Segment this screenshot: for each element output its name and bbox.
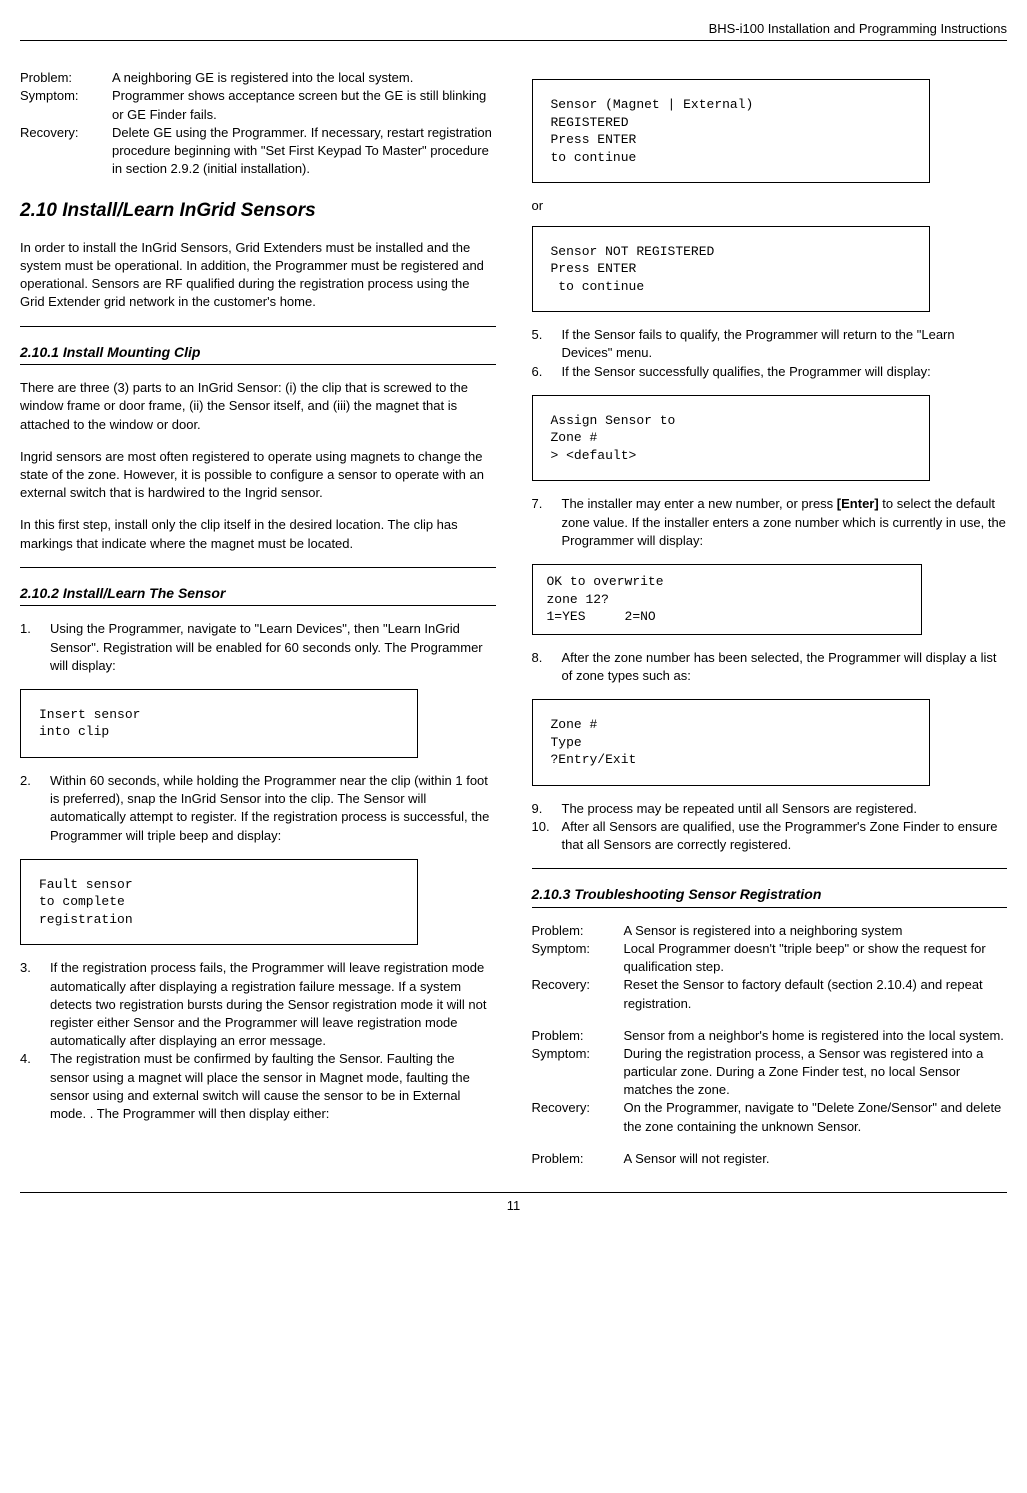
recovery-value: On the Programmer, navigate to "Delete Z… xyxy=(624,1099,1008,1135)
page-header: BHS-i100 Installation and Programming In… xyxy=(20,20,1007,41)
symptom-label: Symptom: xyxy=(532,1045,624,1100)
step-text: After the zone number has been selected,… xyxy=(562,649,1008,685)
step-2: 2. Within 60 seconds, while holding the … xyxy=(20,772,496,845)
step-num: 6. xyxy=(532,363,562,381)
step-text: The process may be repeated until all Se… xyxy=(562,800,1008,818)
troubleshoot-block: Problem: A Sensor is registered into a n… xyxy=(532,922,1008,1013)
step-num: 2. xyxy=(20,772,50,845)
step7-enter: [Enter] xyxy=(837,496,879,511)
or-text: or xyxy=(532,197,1008,215)
step-10: 10. After all Sensors are qualified, use… xyxy=(532,818,1008,854)
step-1: 1. Using the Programmer, navigate to "Le… xyxy=(20,620,496,675)
heading-2-10-2: 2.10.2 Install/Learn The Sensor xyxy=(20,580,496,607)
step-text: If the registration process fails, the P… xyxy=(50,959,496,1050)
step-3: 3. If the registration process fails, th… xyxy=(20,959,496,1050)
problem-value: A Sensor is registered into a neighborin… xyxy=(624,922,1008,940)
code-overwrite: OK to overwrite zone 12? 1=YES 2=NO xyxy=(532,564,922,635)
symptom-label: Symptom: xyxy=(532,940,624,976)
page-number: 11 xyxy=(507,1198,521,1213)
troubleshoot-block: Problem: Sensor from a neighbor's home i… xyxy=(532,1027,1008,1136)
code-assign: Assign Sensor to Zone # > <default> xyxy=(532,395,930,482)
step-num: 5. xyxy=(532,326,562,362)
section-2-10-intro: In order to install the InGrid Sensors, … xyxy=(20,239,496,312)
step-text: The registration must be confirmed by fa… xyxy=(50,1050,496,1123)
step-num: 3. xyxy=(20,959,50,1050)
recovery-value: Reset the Sensor to factory default (sec… xyxy=(624,976,1008,1012)
code-insert-sensor: Insert sensor into clip xyxy=(20,689,418,758)
step-num: 7. xyxy=(532,495,562,550)
troubleshoot-block: Problem: A Sensor will not register. xyxy=(532,1150,1008,1168)
symptom-value: Programmer shows acceptance screen but t… xyxy=(112,87,496,123)
step-text: Within 60 seconds, while holding the Pro… xyxy=(50,772,496,845)
step-text: If the Sensor fails to qualify, the Prog… xyxy=(562,326,1008,362)
step-num: 4. xyxy=(20,1050,50,1123)
step-num: 10. xyxy=(532,818,562,854)
step-text: Using the Programmer, navigate to "Learn… xyxy=(50,620,496,675)
problem-label: Problem: xyxy=(20,69,112,87)
step-5: 5. If the Sensor fails to qualify, the P… xyxy=(532,326,1008,362)
problem-label: Problem: xyxy=(532,1027,624,1045)
right-column: Sensor (Magnet | External) REGISTERED Pr… xyxy=(532,69,1008,1168)
step-text: The installer may enter a new number, or… xyxy=(562,495,1008,550)
step-text: If the Sensor successfully qualifies, th… xyxy=(562,363,1008,381)
troubleshoot-block: Problem: A neighboring GE is registered … xyxy=(20,69,496,178)
step7-a: The installer may enter a new number, or… xyxy=(562,496,837,511)
page-footer: 11 xyxy=(20,1192,1007,1215)
symptom-label: Symptom: xyxy=(20,87,112,123)
problem-value: A neighboring GE is registered into the … xyxy=(112,69,496,87)
step-4: 4. The registration must be confirmed by… xyxy=(20,1050,496,1123)
step-num: 1. xyxy=(20,620,50,675)
heading-2-10-3: 2.10.3 Troubleshooting Sensor Registrati… xyxy=(532,881,1008,908)
problem-label: Problem: xyxy=(532,922,624,940)
step-6: 6. If the Sensor successfully qualifies,… xyxy=(532,363,1008,381)
heading-2-10-1: 2.10.1 Install Mounting Clip xyxy=(20,339,496,366)
code-not-registered: Sensor NOT REGISTERED Press ENTER to con… xyxy=(532,226,930,313)
problem-value: A Sensor will not register. xyxy=(624,1150,1008,1168)
recovery-label: Recovery: xyxy=(532,976,624,1012)
recovery-value: Delete GE using the Programmer. If neces… xyxy=(112,124,496,179)
problem-value: Sensor from a neighbor's home is registe… xyxy=(624,1027,1008,1045)
step-num: 8. xyxy=(532,649,562,685)
heading-2-10: 2.10 Install/Learn InGrid Sensors xyxy=(20,198,496,225)
step-7: 7. The installer may enter a new number,… xyxy=(532,495,1008,550)
left-column: Problem: A neighboring GE is registered … xyxy=(20,69,496,1168)
symptom-value: During the registration process, a Senso… xyxy=(624,1045,1008,1100)
recovery-label: Recovery: xyxy=(20,124,112,179)
step-num: 9. xyxy=(532,800,562,818)
header-title: BHS-i100 Installation and Programming In… xyxy=(709,21,1007,36)
problem-label: Problem: xyxy=(532,1150,624,1168)
recovery-label: Recovery: xyxy=(532,1099,624,1135)
code-fault-sensor: Fault sensor to complete registration xyxy=(20,859,418,946)
step-text: After all Sensors are qualified, use the… xyxy=(562,818,1008,854)
step-9: 9. The process may be repeated until all… xyxy=(532,800,1008,818)
code-registered: Sensor (Magnet | External) REGISTERED Pr… xyxy=(532,79,930,183)
p-2-10-1-c: In this first step, install only the cli… xyxy=(20,516,496,552)
code-zone-type: Zone # Type ?Entry/Exit xyxy=(532,699,930,786)
p-2-10-1-b: Ingrid sensors are most often registered… xyxy=(20,448,496,503)
p-2-10-1-a: There are three (3) parts to an InGrid S… xyxy=(20,379,496,434)
step-8: 8. After the zone number has been select… xyxy=(532,649,1008,685)
symptom-value: Local Programmer doesn't "triple beep" o… xyxy=(624,940,1008,976)
